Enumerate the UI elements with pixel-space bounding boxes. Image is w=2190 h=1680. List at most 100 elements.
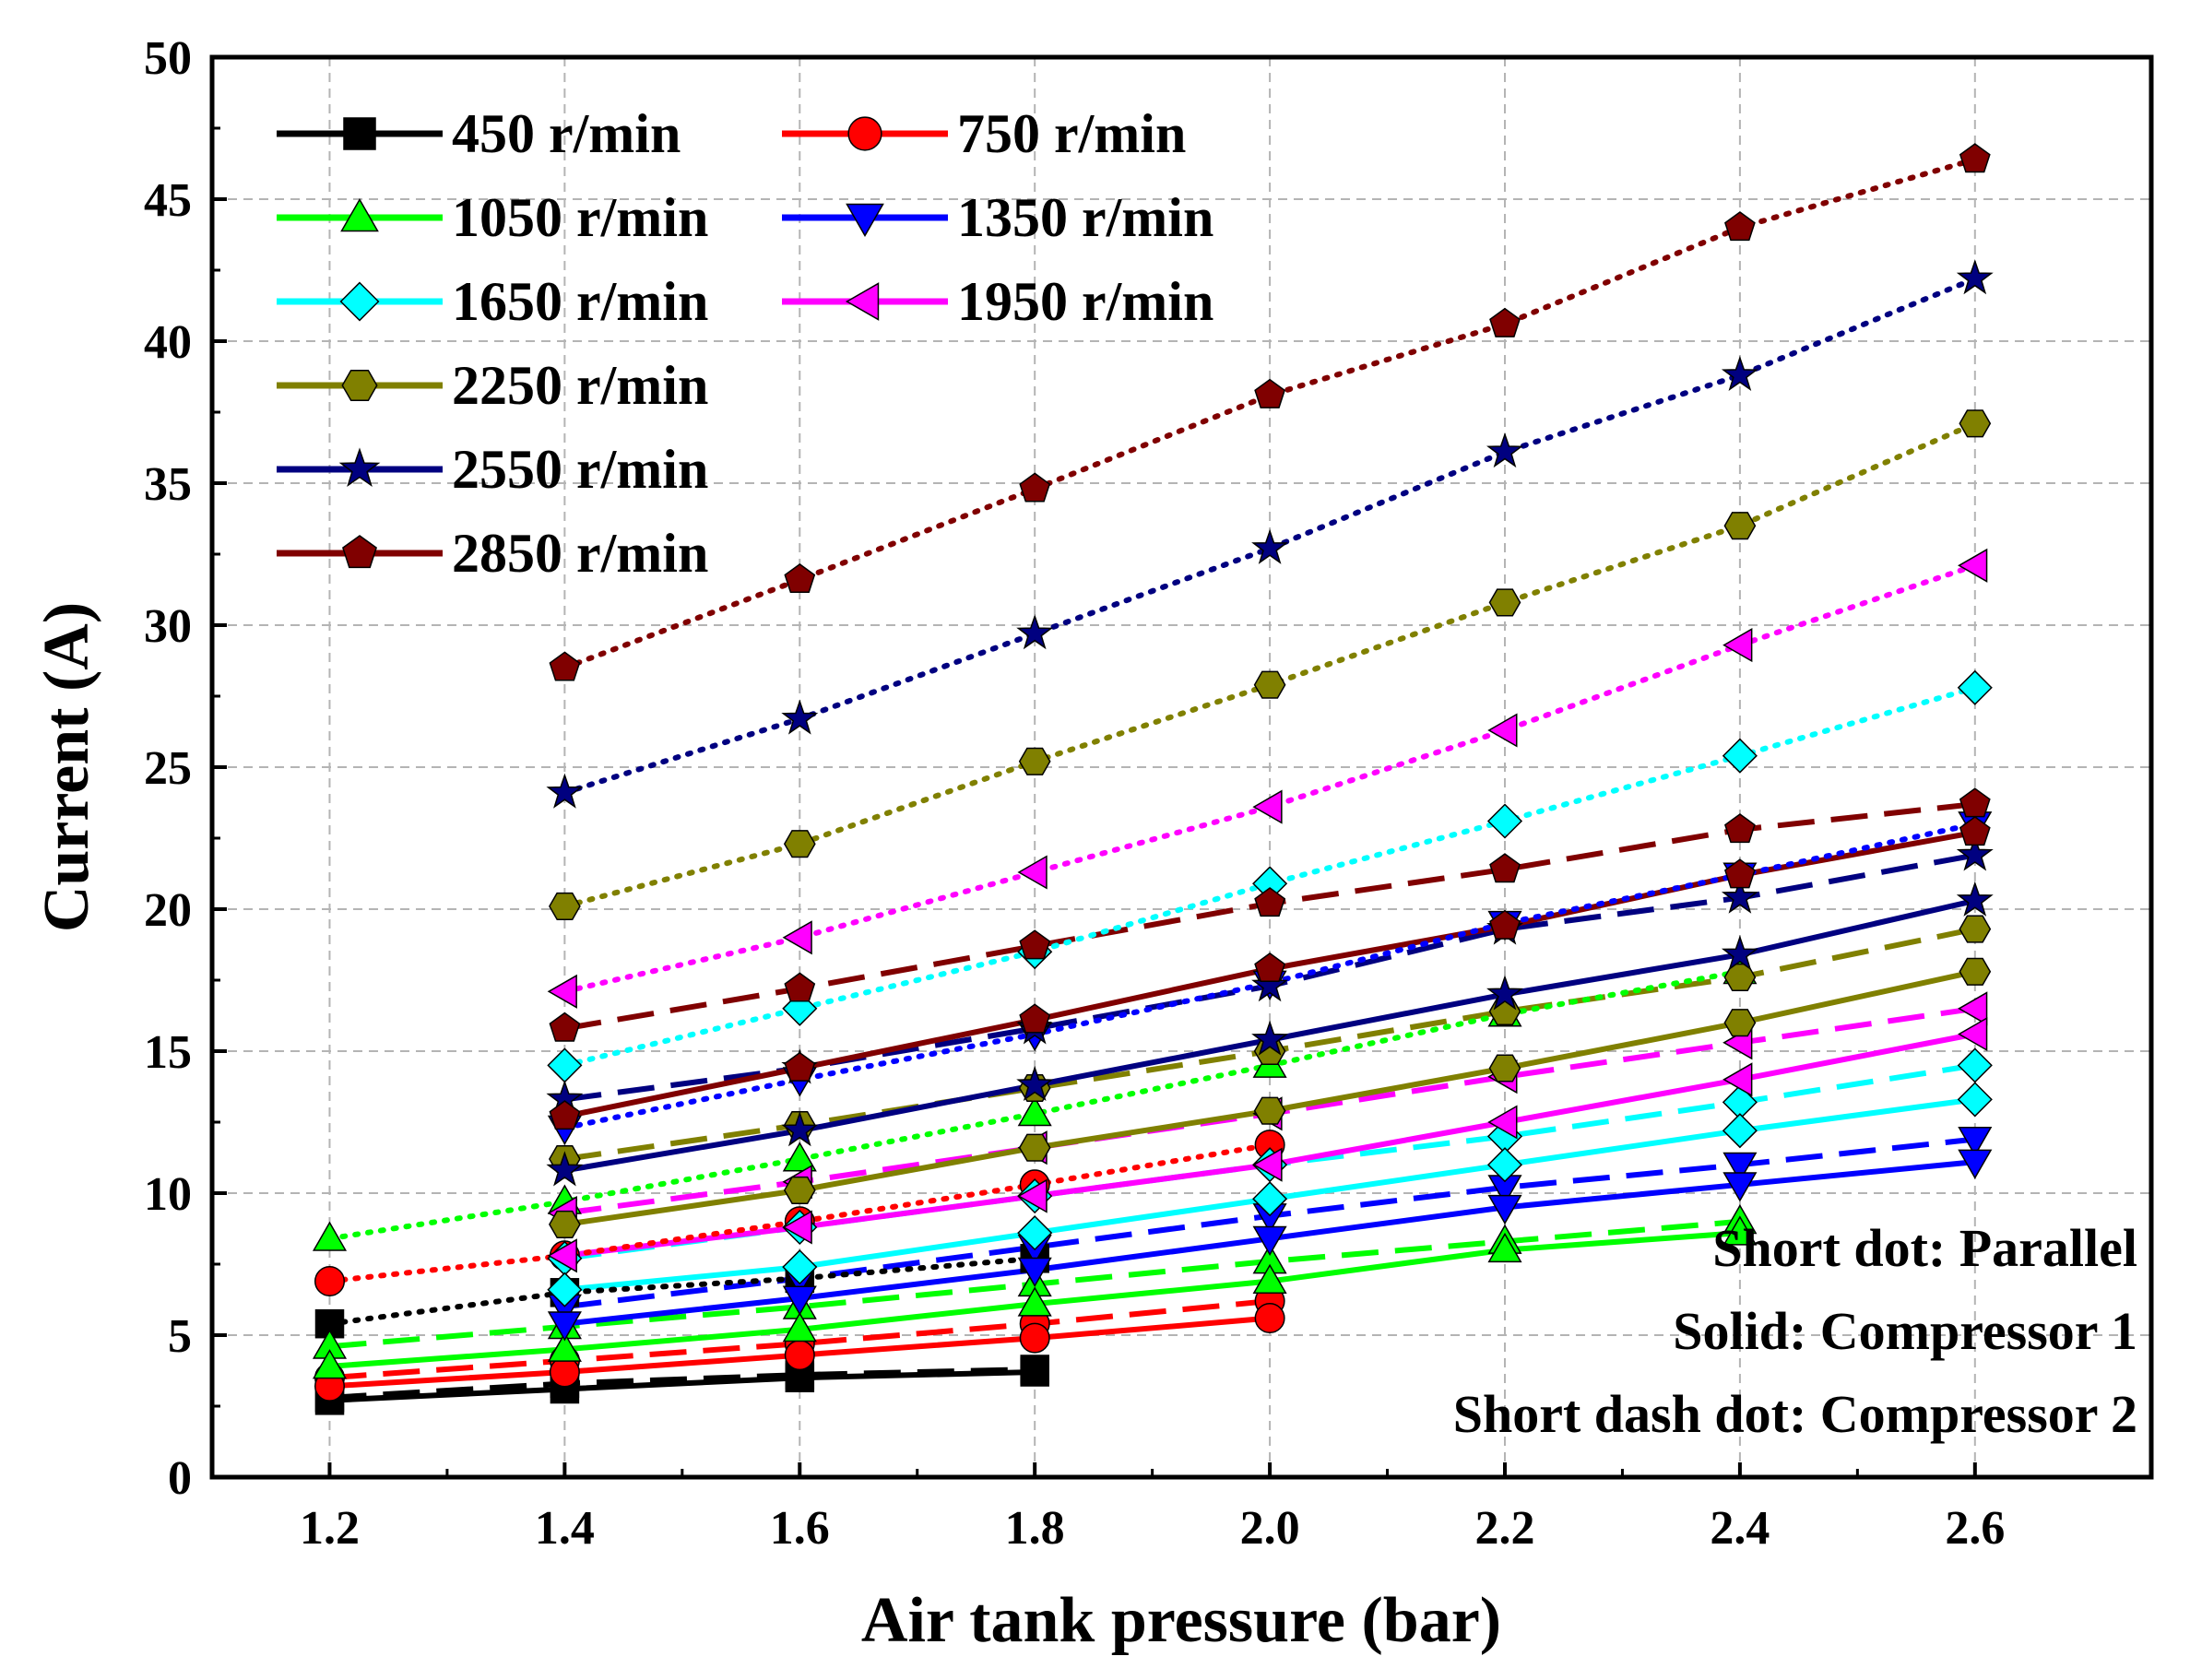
y-tick-label: 45 <box>144 174 192 227</box>
data-point-comp1-8-2 <box>1019 1003 1051 1034</box>
data-point-comp1-0-3 <box>1020 1357 1049 1387</box>
legend-marker-6 <box>341 370 378 401</box>
x-tick-label: 1.2 <box>300 1502 360 1555</box>
x-tick-label: 1.4 <box>535 1502 595 1555</box>
data-point-comp1-2-0 <box>312 1349 348 1379</box>
legend-marker-0 <box>343 117 376 150</box>
data-point-parallel-5-3 <box>1252 789 1283 824</box>
x-tick-label: 2.2 <box>1475 1502 1535 1555</box>
data-point-parallel-7-5 <box>1721 355 1758 392</box>
data-point-comp1-8-1 <box>784 1051 816 1082</box>
data-point-parallel-4-6 <box>1957 669 1993 705</box>
data-point-parallel-7-4 <box>1486 432 1523 468</box>
data-point-comp2-3-6 <box>1958 1127 1993 1157</box>
data-point-comp1-7-2 <box>1016 1065 1054 1102</box>
data-point-comp1-2-2 <box>782 1312 817 1343</box>
data-point-comp1-3-4 <box>1487 1194 1522 1225</box>
data-point-comp1-6-3 <box>1253 1096 1286 1125</box>
data-point-comp2-7-3 <box>1251 966 1289 1002</box>
legend-label-1: 750 r/min <box>957 103 1186 164</box>
series-line-parallel-1 <box>326 1142 1273 1284</box>
data-point-parallel-7-0 <box>546 773 584 809</box>
data-point-comp2-8-0 <box>549 1012 581 1042</box>
legend-label-7: 2550 r/min <box>452 439 708 500</box>
data-point-comp1-7-5 <box>1721 935 1758 971</box>
data-point-comp1-1-3 <box>1019 1322 1050 1354</box>
legend-label-6: 2250 r/min <box>452 355 708 416</box>
data-point-comp2-6-6 <box>1959 915 1992 943</box>
series-line-comp2-0 <box>329 1366 1036 1401</box>
data-point-parallel-2-3 <box>1017 1096 1052 1127</box>
series-line-comp1-0 <box>329 1369 1036 1403</box>
data-point-comp1-7-4 <box>1486 975 1523 1011</box>
legend-marker-8 <box>342 535 377 569</box>
y-tick-label: 0 <box>168 1452 192 1505</box>
y-tick-label: 5 <box>168 1310 192 1363</box>
data-point-parallel-8-0 <box>549 651 581 681</box>
data-point-parallel-5-5 <box>1722 628 1753 663</box>
legend-marker-1 <box>847 116 882 151</box>
data-point-comp2-5-6 <box>1958 991 1988 1026</box>
x-axis-title: Air tank pressure (bar) <box>861 1585 1501 1656</box>
data-point-comp1-1-2 <box>784 1340 815 1371</box>
legend-marker-5 <box>845 282 880 321</box>
data-point-comp1-3-1 <box>782 1285 817 1316</box>
data-point-comp1-5-3 <box>1252 1147 1283 1182</box>
y-tick-label: 15 <box>144 1026 192 1079</box>
annotation-parallel: Short dot: Parallel <box>1712 1218 2137 1278</box>
x-tick-label: 2.6 <box>1945 1502 2005 1555</box>
data-point-comp1-4-1 <box>782 1249 818 1285</box>
data-point-parallel-4-4 <box>1486 803 1523 839</box>
data-point-comp1-3-2 <box>1017 1257 1052 1287</box>
data-point-comp2-7-6 <box>1956 835 1994 871</box>
data-point-comp1-3-0 <box>547 1311 582 1342</box>
data-point-parallel-7-3 <box>1251 528 1289 564</box>
data-point-parallel-8-3 <box>1254 378 1285 408</box>
data-point-parallel-5-1 <box>782 920 812 955</box>
data-point-parallel-6-0 <box>549 892 581 920</box>
data-point-comp2-8-4 <box>1489 853 1521 883</box>
data-point-comp1-6-6 <box>1959 957 1992 986</box>
data-point-comp1-6-2 <box>1018 1133 1051 1162</box>
data-point-comp1-4-3 <box>1252 1181 1288 1217</box>
data-point-comp2-8-5 <box>1724 813 1756 844</box>
data-point-parallel-8-4 <box>1489 307 1521 337</box>
data-point-comp2-8-1 <box>784 972 816 1002</box>
legend-label-5: 1950 r/min <box>957 271 1213 332</box>
data-point-parallel-2-0 <box>312 1221 348 1251</box>
data-point-comp1-2-4 <box>1252 1263 1287 1294</box>
data-point-parallel-6-6 <box>1959 409 1992 438</box>
data-point-parallel-5-2 <box>1017 855 1048 890</box>
data-point-comp1-8-5 <box>1724 858 1756 889</box>
y-tick-label: 35 <box>144 458 192 511</box>
legend: 450 r/min 1050 r/min 1650 r/min 2250 r/min 2… <box>277 103 1213 584</box>
data-point-parallel-8-6 <box>1959 143 1991 173</box>
data-point-comp1-7-3 <box>1251 1020 1289 1056</box>
data-point-parallel-8-1 <box>784 562 816 594</box>
y-tick-label: 20 <box>144 884 192 937</box>
legend-label-3: 1350 r/min <box>957 187 1213 248</box>
legend-label-8: 2850 r/min <box>452 523 708 584</box>
y-tick-label: 50 <box>144 32 192 85</box>
data-point-parallel-5-0 <box>547 974 577 1009</box>
data-point-comp1-2-6 <box>1722 1215 1758 1246</box>
y-tick-label: 30 <box>144 600 192 653</box>
data-point-comp1-5-6 <box>1958 1016 1988 1052</box>
data-point-comp1-6-1 <box>783 1176 816 1204</box>
data-point-parallel-6-1 <box>783 830 816 858</box>
data-point-parallel-7-2 <box>1016 614 1054 650</box>
legend-marker-3 <box>846 203 884 238</box>
data-point-parallel-8-5 <box>1724 211 1756 242</box>
data-point-comp1-1-4 <box>1254 1303 1285 1333</box>
data-point-parallel-6-3 <box>1253 670 1286 699</box>
data-point-comp1-2-1 <box>547 1331 582 1362</box>
data-point-comp1-4-5 <box>1722 1113 1758 1149</box>
x-tick-label: 2.0 <box>1240 1502 1300 1555</box>
data-point-parallel-6-5 <box>1723 512 1757 540</box>
data-point-comp2-8-2 <box>1019 929 1051 960</box>
legend-marker-4 <box>339 281 380 322</box>
series-line-parallel-0 <box>326 1255 1038 1327</box>
data-point-parallel-2-2 <box>782 1142 817 1172</box>
legend-marker-7 <box>338 447 381 488</box>
